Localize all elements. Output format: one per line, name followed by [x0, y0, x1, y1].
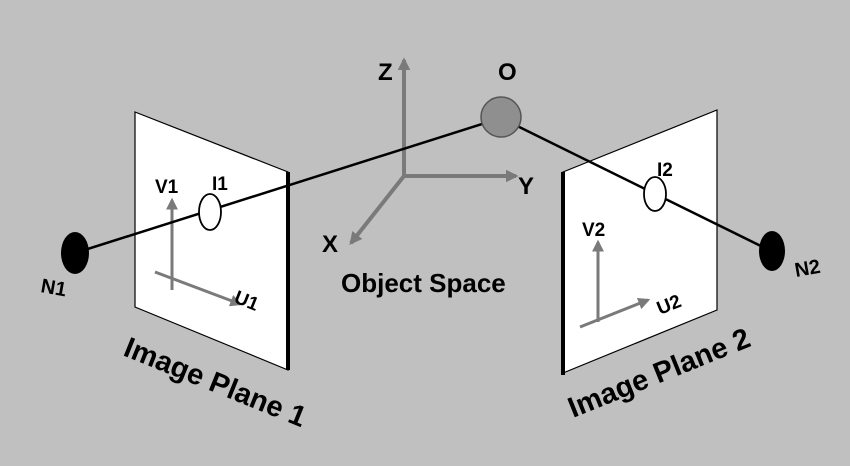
- image-plane-1: [134, 111, 290, 371]
- i2-label: I2: [657, 160, 673, 181]
- camera-node-n1: [61, 232, 89, 274]
- x-axis-label: X: [322, 231, 338, 258]
- n2-label: N2: [793, 256, 822, 282]
- ray-o-to-n2: [500, 116, 772, 253]
- image-point-i1: [198, 193, 222, 231]
- image-point-i2: [643, 176, 667, 212]
- v1-label: V1: [155, 177, 179, 198]
- u1-axis-arrow: [154, 270, 243, 307]
- y-axis-label: Y: [518, 173, 534, 200]
- object-point-o: [480, 96, 522, 138]
- object-space-axes: [349, 57, 519, 246]
- i1-label: I1: [212, 174, 228, 195]
- image-plane-2-surface: [562, 109, 718, 374]
- x-axis-arrow: [349, 174, 406, 246]
- z-axis-label: Z: [378, 59, 393, 86]
- camera-node-n2: [759, 231, 785, 271]
- image-plane-2: [561, 109, 718, 375]
- object-point-label: O: [498, 59, 517, 86]
- u2-axis-arrow: [579, 297, 651, 329]
- v2-label: V2: [582, 220, 605, 241]
- object-space-label: Object Space: [341, 268, 506, 298]
- n1-label: N1: [39, 275, 68, 301]
- ray-n1-to-o: [74, 116, 502, 255]
- image-plane-1-surface: [134, 111, 289, 371]
